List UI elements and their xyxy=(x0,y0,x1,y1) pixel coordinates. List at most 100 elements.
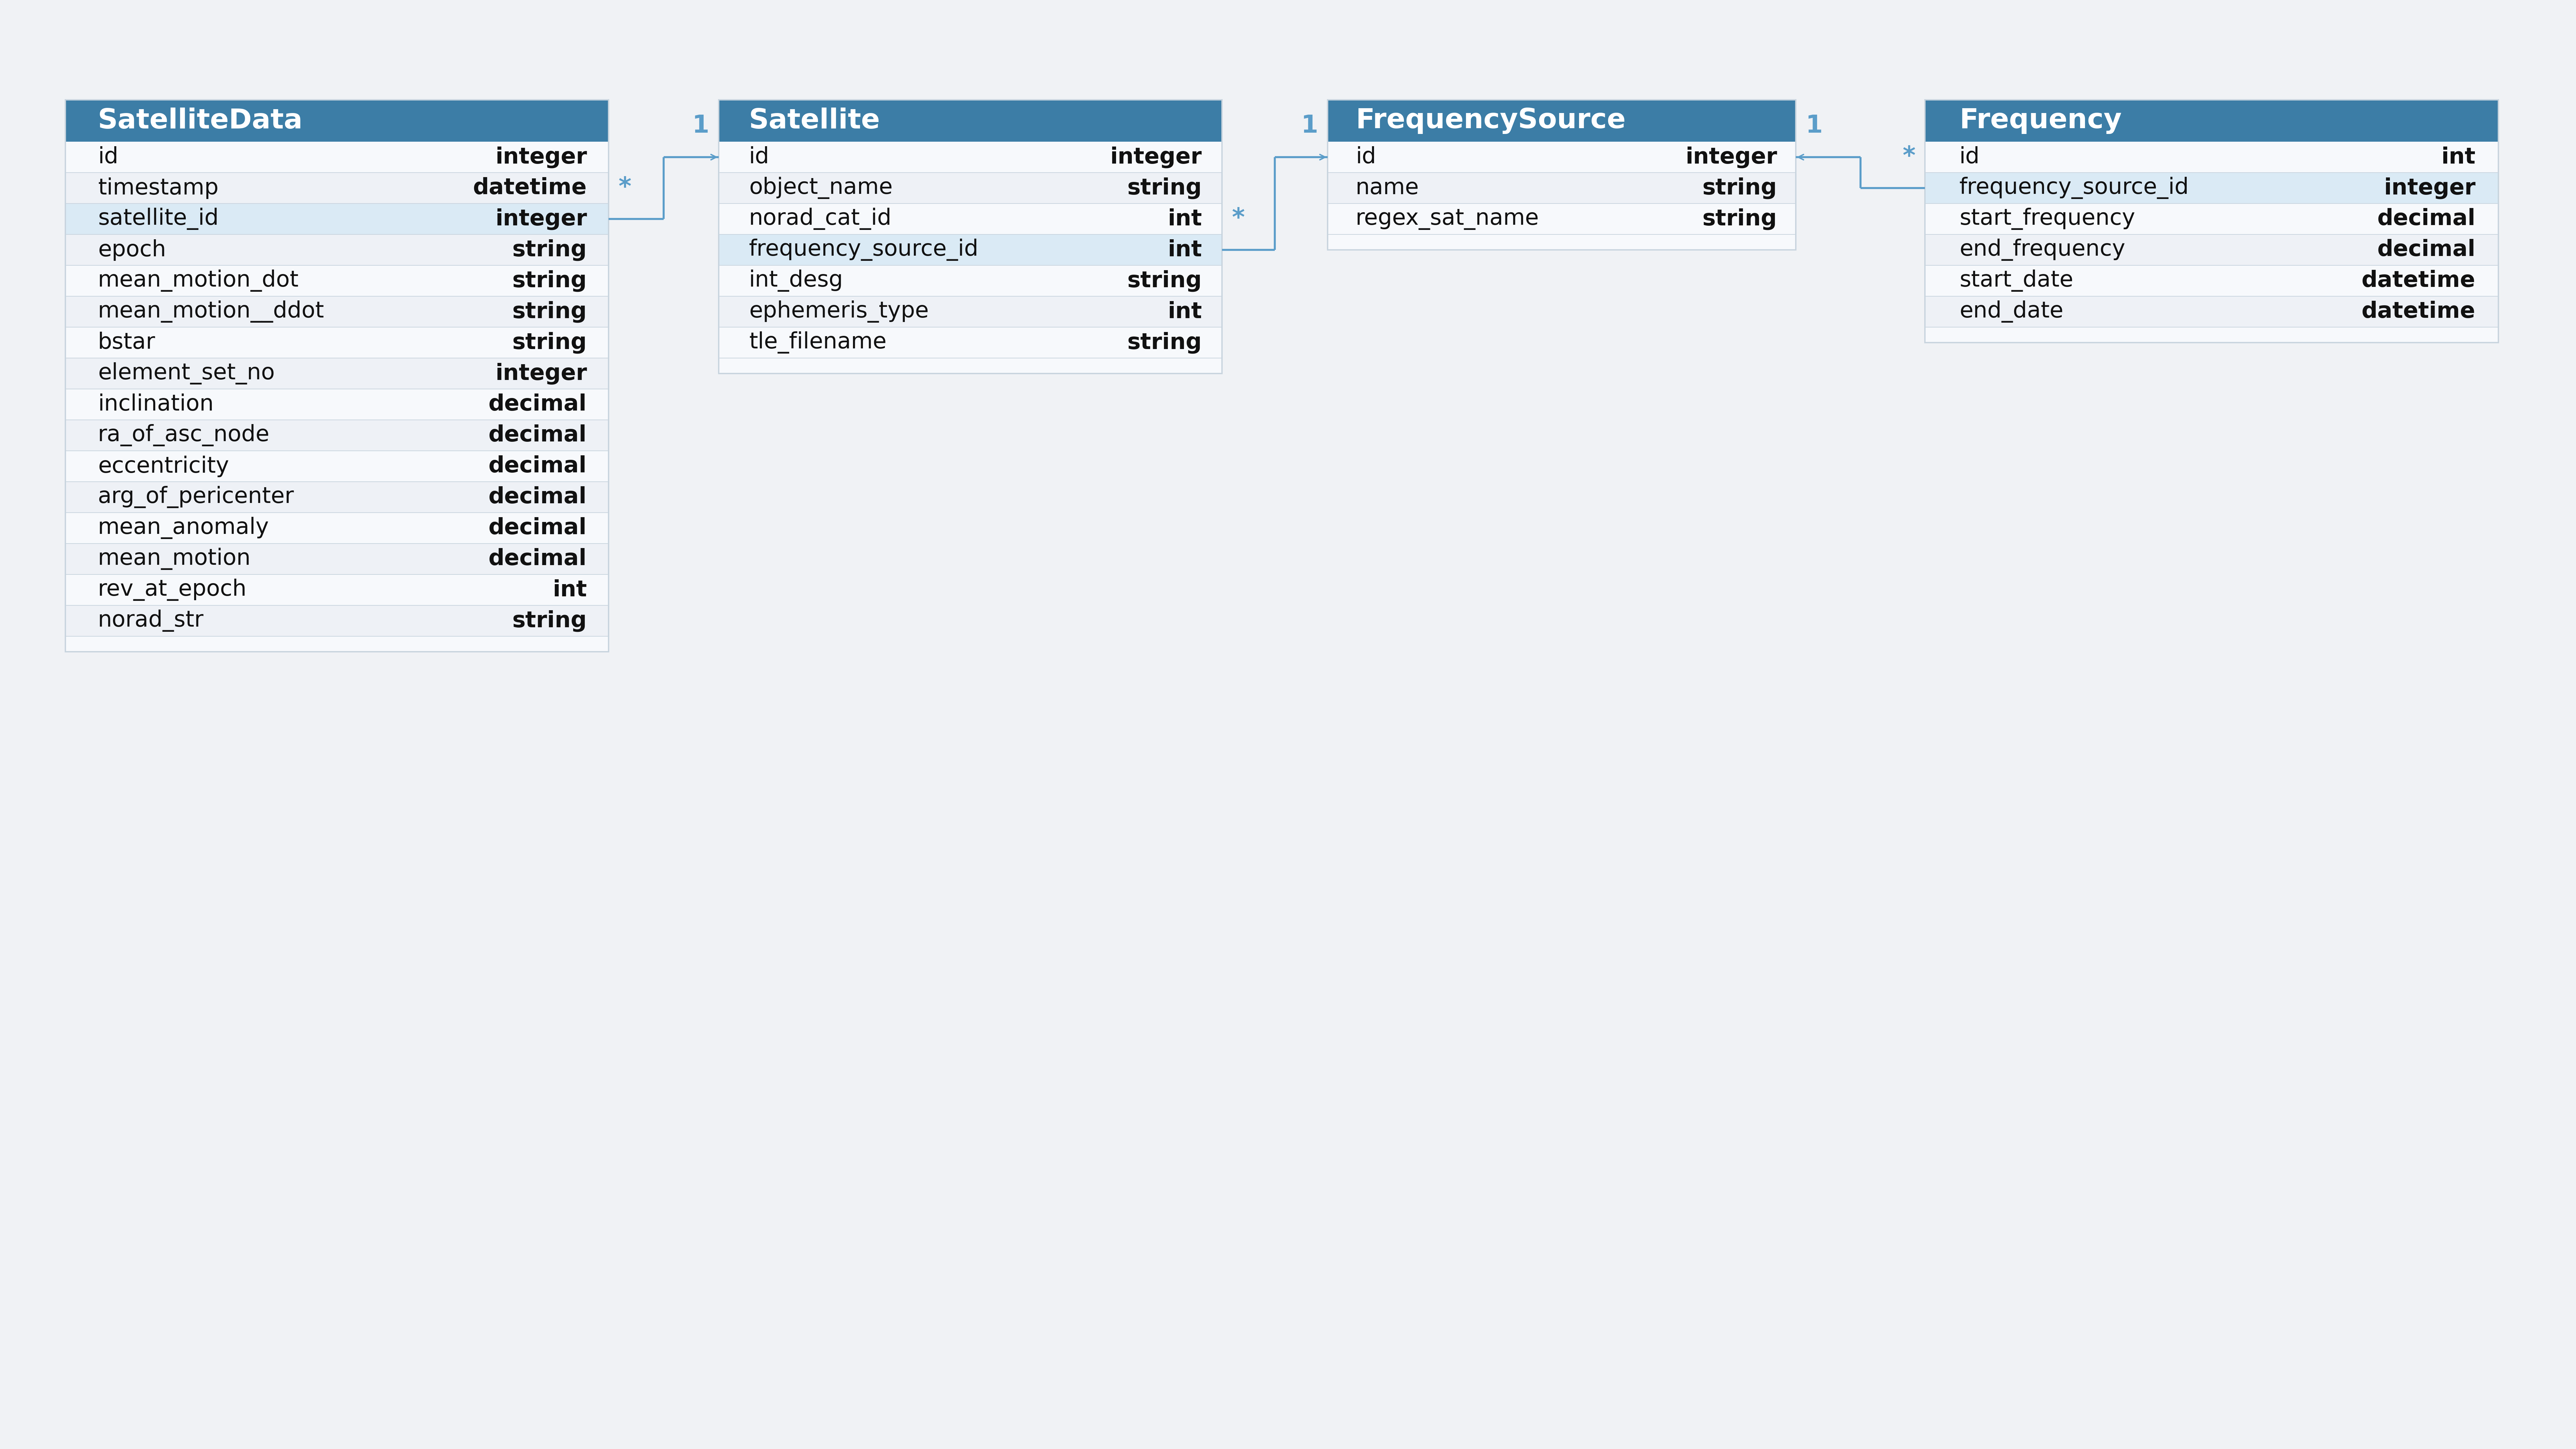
Text: decimal: decimal xyxy=(2378,209,2476,230)
Bar xyxy=(719,235,1221,265)
Text: Frequency: Frequency xyxy=(1960,107,2123,135)
Text: name: name xyxy=(1355,177,1419,199)
Bar xyxy=(64,235,608,265)
Text: 1: 1 xyxy=(1806,114,1824,138)
Text: id: id xyxy=(1960,146,1981,168)
Bar xyxy=(64,420,608,451)
Bar xyxy=(64,388,608,420)
Text: string: string xyxy=(513,239,587,261)
Bar xyxy=(64,100,608,142)
Text: int: int xyxy=(1167,239,1203,261)
Text: *: * xyxy=(1231,207,1244,230)
Text: integer: integer xyxy=(495,362,587,384)
Bar xyxy=(1327,100,1795,142)
Bar xyxy=(1924,100,2499,142)
Text: 1: 1 xyxy=(693,114,708,138)
Bar xyxy=(1924,235,2499,265)
Text: datetime: datetime xyxy=(474,177,587,199)
Text: int_desg: int_desg xyxy=(750,270,842,291)
Text: integer: integer xyxy=(495,146,587,168)
Bar xyxy=(64,451,608,481)
Text: satellite_id: satellite_id xyxy=(98,207,219,230)
Bar xyxy=(1924,172,2499,203)
Text: decimal: decimal xyxy=(2378,239,2476,261)
Bar xyxy=(1924,100,2499,342)
Text: mean_motion_dot: mean_motion_dot xyxy=(98,270,299,291)
Text: eccentricity: eccentricity xyxy=(98,455,229,477)
Text: norad_cat_id: norad_cat_id xyxy=(750,207,891,230)
Bar xyxy=(1924,296,2499,327)
Text: string: string xyxy=(513,270,587,291)
Text: string: string xyxy=(1128,332,1203,354)
Text: string: string xyxy=(1128,177,1203,199)
Text: inclination: inclination xyxy=(98,394,214,416)
Bar xyxy=(1327,142,1795,249)
Text: id: id xyxy=(750,146,770,168)
Text: id: id xyxy=(1355,146,1376,168)
Text: ra_of_asc_node: ra_of_asc_node xyxy=(98,425,270,446)
Text: rev_at_epoch: rev_at_epoch xyxy=(98,578,247,601)
Text: element_set_no: element_set_no xyxy=(98,362,276,384)
Bar xyxy=(719,172,1221,203)
Text: decimal: decimal xyxy=(489,425,587,446)
Text: datetime: datetime xyxy=(2362,301,2476,323)
Text: *: * xyxy=(1901,145,1917,168)
Text: frequency_source_id: frequency_source_id xyxy=(750,239,979,261)
Text: id: id xyxy=(98,146,118,168)
Text: start_frequency: start_frequency xyxy=(1960,207,2136,230)
Text: regex_sat_name: regex_sat_name xyxy=(1355,209,1540,230)
Bar xyxy=(64,203,608,235)
Text: decimal: decimal xyxy=(489,394,587,416)
Bar xyxy=(64,574,608,606)
Text: decimal: decimal xyxy=(489,517,587,539)
Text: 1: 1 xyxy=(1301,114,1319,138)
Text: integer: integer xyxy=(1685,146,1777,168)
Text: string: string xyxy=(1128,270,1203,291)
Bar xyxy=(719,203,1221,235)
Text: int: int xyxy=(2442,146,2476,168)
Text: integer: integer xyxy=(2383,177,2476,199)
Text: mean_motion__ddot: mean_motion__ddot xyxy=(98,300,325,323)
Text: string: string xyxy=(513,610,587,632)
Text: decimal: decimal xyxy=(489,487,587,509)
Text: string: string xyxy=(513,332,587,354)
Bar xyxy=(64,100,608,652)
Text: start_date: start_date xyxy=(1960,270,2074,291)
Text: object_name: object_name xyxy=(750,177,894,199)
Bar xyxy=(64,142,608,652)
Text: datetime: datetime xyxy=(2362,270,2476,291)
Text: norad_str: norad_str xyxy=(98,610,204,632)
Bar xyxy=(64,543,608,574)
Bar xyxy=(1327,142,1795,172)
Bar xyxy=(64,481,608,513)
Text: arg_of_pericenter: arg_of_pericenter xyxy=(98,485,294,509)
Bar xyxy=(64,296,608,327)
Bar xyxy=(64,606,608,636)
Bar xyxy=(719,296,1221,327)
Bar xyxy=(719,265,1221,296)
Text: FrequencySource: FrequencySource xyxy=(1355,107,1625,135)
Bar xyxy=(719,100,1221,142)
Bar xyxy=(1327,203,1795,235)
Text: integer: integer xyxy=(1110,146,1203,168)
Text: decimal: decimal xyxy=(489,455,587,477)
Text: *: * xyxy=(618,175,631,200)
Bar xyxy=(719,142,1221,172)
Bar xyxy=(1924,203,2499,235)
Bar xyxy=(64,142,608,172)
Bar xyxy=(719,100,1221,374)
Text: ephemeris_type: ephemeris_type xyxy=(750,300,930,323)
Text: epoch: epoch xyxy=(98,239,165,261)
Bar xyxy=(1924,265,2499,296)
Bar xyxy=(64,513,608,543)
Text: end_frequency: end_frequency xyxy=(1960,239,2125,261)
Bar xyxy=(64,327,608,358)
Text: Satellite: Satellite xyxy=(750,107,881,135)
Bar xyxy=(64,358,608,388)
Bar xyxy=(64,172,608,203)
Text: string: string xyxy=(1703,177,1777,199)
Text: bstar: bstar xyxy=(98,332,155,354)
Bar xyxy=(1327,100,1795,249)
Text: SatelliteData: SatelliteData xyxy=(98,107,304,135)
Text: mean_motion: mean_motion xyxy=(98,548,250,569)
